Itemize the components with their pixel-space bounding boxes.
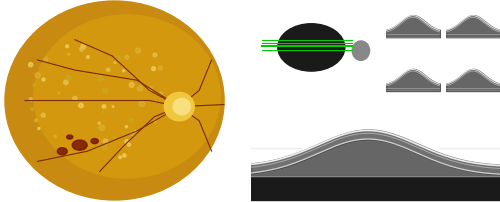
Ellipse shape xyxy=(72,140,87,150)
Ellipse shape xyxy=(28,63,33,67)
Ellipse shape xyxy=(352,42,370,61)
Ellipse shape xyxy=(98,77,103,81)
Ellipse shape xyxy=(58,93,59,94)
Ellipse shape xyxy=(128,143,130,146)
Ellipse shape xyxy=(81,45,86,50)
Ellipse shape xyxy=(41,114,45,118)
Ellipse shape xyxy=(102,112,104,113)
Ellipse shape xyxy=(160,93,162,95)
Ellipse shape xyxy=(116,57,120,61)
Ellipse shape xyxy=(103,139,108,144)
Ellipse shape xyxy=(154,121,156,122)
Ellipse shape xyxy=(99,125,104,131)
Ellipse shape xyxy=(86,56,90,59)
Ellipse shape xyxy=(134,131,136,133)
Ellipse shape xyxy=(44,58,48,62)
Ellipse shape xyxy=(125,56,128,60)
Ellipse shape xyxy=(158,67,162,71)
Ellipse shape xyxy=(34,16,220,178)
Ellipse shape xyxy=(119,156,122,159)
Text: B: B xyxy=(258,6,270,21)
Ellipse shape xyxy=(278,25,345,72)
Ellipse shape xyxy=(139,102,144,107)
Ellipse shape xyxy=(125,140,129,144)
Ellipse shape xyxy=(30,108,34,111)
Ellipse shape xyxy=(130,119,133,122)
Text: A: A xyxy=(10,12,22,27)
Ellipse shape xyxy=(98,122,100,125)
Ellipse shape xyxy=(76,144,81,149)
Ellipse shape xyxy=(91,139,98,144)
Ellipse shape xyxy=(35,73,40,78)
Ellipse shape xyxy=(102,89,108,94)
Ellipse shape xyxy=(164,93,194,121)
Ellipse shape xyxy=(102,145,107,150)
Ellipse shape xyxy=(5,2,224,200)
Ellipse shape xyxy=(130,132,134,136)
Ellipse shape xyxy=(153,54,157,58)
Ellipse shape xyxy=(102,105,106,109)
Ellipse shape xyxy=(122,70,124,73)
Ellipse shape xyxy=(83,51,84,53)
Ellipse shape xyxy=(66,135,73,139)
Ellipse shape xyxy=(82,45,85,48)
Ellipse shape xyxy=(66,76,71,81)
Ellipse shape xyxy=(30,98,32,101)
Ellipse shape xyxy=(129,83,134,88)
Ellipse shape xyxy=(114,62,116,64)
Ellipse shape xyxy=(152,67,156,71)
Ellipse shape xyxy=(138,86,142,92)
Ellipse shape xyxy=(64,81,67,84)
Ellipse shape xyxy=(54,136,56,138)
Ellipse shape xyxy=(78,104,83,108)
Ellipse shape xyxy=(66,46,68,48)
Ellipse shape xyxy=(126,126,128,128)
Ellipse shape xyxy=(33,84,35,87)
Ellipse shape xyxy=(68,54,70,56)
Ellipse shape xyxy=(106,69,110,72)
Ellipse shape xyxy=(34,119,37,122)
Ellipse shape xyxy=(58,148,67,155)
Ellipse shape xyxy=(80,48,84,52)
Ellipse shape xyxy=(73,97,77,101)
Ellipse shape xyxy=(122,154,126,157)
Ellipse shape xyxy=(112,106,114,108)
Ellipse shape xyxy=(173,99,190,115)
Ellipse shape xyxy=(42,79,45,82)
Ellipse shape xyxy=(64,81,68,85)
Ellipse shape xyxy=(136,49,140,54)
Ellipse shape xyxy=(148,87,153,92)
Ellipse shape xyxy=(114,138,116,139)
Ellipse shape xyxy=(38,128,40,130)
